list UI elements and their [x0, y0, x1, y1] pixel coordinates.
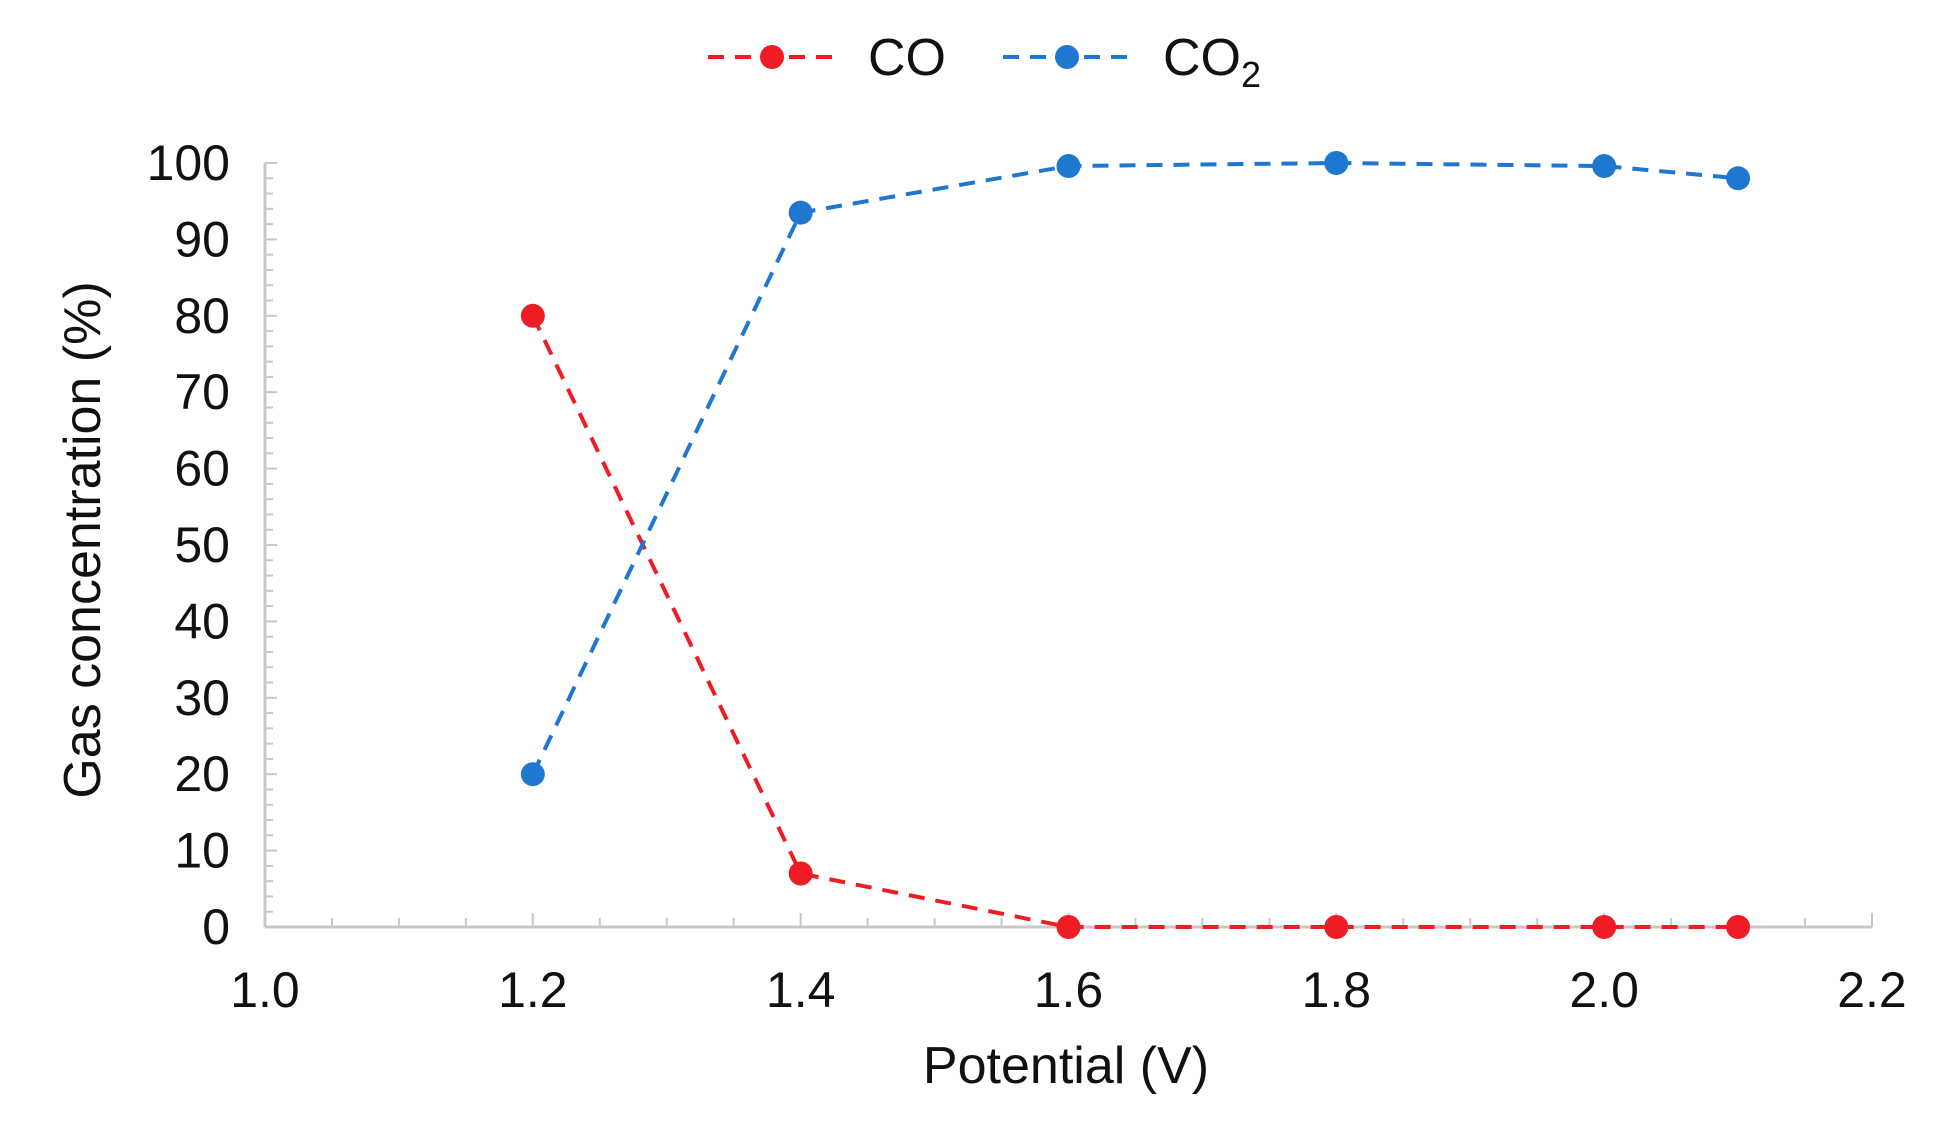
legend-label: CO2	[1163, 29, 1261, 95]
y-tick-label: 60	[174, 441, 230, 497]
y-tick-label: 20	[174, 746, 230, 802]
data-point-co	[1592, 915, 1617, 939]
x-tick-label: 1.2	[498, 962, 568, 1018]
y-tick-label: 100	[147, 135, 230, 191]
data-point-co2	[1324, 151, 1349, 175]
y-tick-label: 90	[174, 211, 230, 267]
series-line-co2	[531, 160, 1739, 776]
series-co	[520, 303, 1751, 939]
x-axis-title: Potential (V)	[923, 1037, 1209, 1095]
legend-item-co: CO	[708, 29, 946, 87]
legend-label: CO	[868, 29, 946, 87]
series-line-co	[531, 314, 1739, 929]
x-tick-label: 2.2	[1837, 962, 1907, 1018]
y-tick-label: 50	[174, 517, 230, 573]
x-tick-label: 1.8	[1302, 962, 1372, 1018]
data-point-co	[1056, 915, 1081, 939]
data-point-co2	[1592, 154, 1617, 179]
data-point-co	[788, 861, 813, 886]
y-tick-label: 10	[174, 823, 230, 879]
series-layer	[520, 151, 1751, 939]
x-tick-label: 1.0	[230, 962, 300, 1018]
legend-marker	[760, 45, 784, 69]
series-co2	[520, 151, 1751, 787]
data-point-co2	[1726, 166, 1751, 191]
data-point-co	[1726, 915, 1751, 939]
ticks: 0 10 20 30 40 50 60 70 80 90 100 1.0 1.2 1.4 1.6 1.8 2.0…	[147, 135, 1907, 1018]
y-tick-label: 30	[174, 670, 230, 726]
data-point-co2	[788, 200, 813, 225]
y-tick-label: 40	[174, 593, 230, 649]
y-tick-label: 70	[174, 364, 230, 420]
data-point-co2	[1056, 154, 1081, 179]
x-tick-label: 2.0	[1569, 962, 1639, 1018]
legend: CO CO2	[708, 29, 1261, 95]
data-point-co	[1324, 915, 1349, 939]
legend-marker	[1055, 45, 1079, 69]
x-tick-label: 1.4	[766, 962, 836, 1018]
data-point-co	[520, 303, 545, 328]
axes	[263, 163, 1872, 929]
y-tick-label: 80	[174, 288, 230, 344]
data-point-co2	[520, 762, 545, 787]
legend-label-subscript: 2	[1241, 54, 1261, 95]
y-tick-label: 0	[202, 899, 230, 955]
legend-item-co2: CO2	[1003, 29, 1261, 95]
x-tick-label: 1.6	[1034, 962, 1104, 1018]
y-axis-title: Gas concentration (%)	[54, 281, 112, 798]
